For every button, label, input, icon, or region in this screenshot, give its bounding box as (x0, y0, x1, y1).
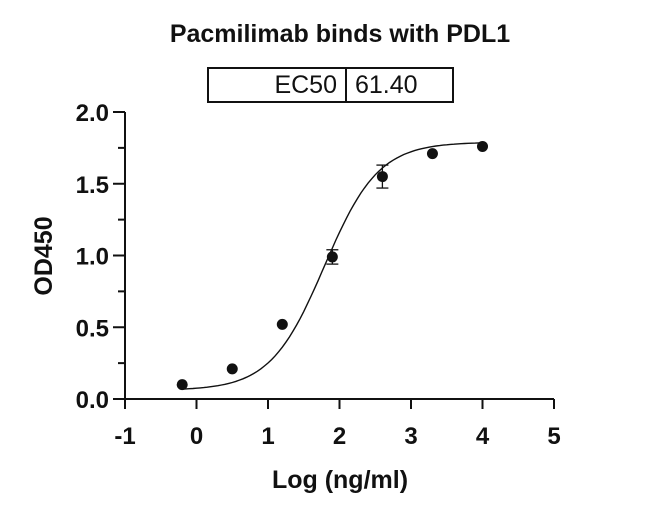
x-tick-label: -1 (114, 423, 135, 450)
ec50-label: EC50 (209, 69, 347, 101)
y-tick-label: 2.0 (76, 100, 109, 127)
fit-curve (182, 142, 483, 390)
data-point (477, 140, 488, 152)
data-point (376, 171, 388, 183)
data-points (176, 140, 488, 391)
data-point (326, 251, 338, 263)
data-point (276, 318, 288, 330)
x-tick-label: 0 (190, 423, 203, 450)
chart-title: Pacmilimab binds with PDL1 (169, 20, 511, 48)
x-tick-label: 2 (333, 423, 346, 450)
axes: 0.0 0.5 1.0 1.5 2.0 -1 0 1 2 3 4 5 (76, 100, 561, 450)
ec50-table: EC50 61.40 (207, 67, 454, 103)
data-point (176, 379, 188, 391)
x-tick-label: 3 (404, 423, 417, 450)
data-point (426, 148, 438, 160)
y-tick-label: 0.5 (76, 315, 109, 342)
data-point (226, 363, 238, 375)
x-tick-label: 5 (547, 423, 560, 450)
y-axis-title: OD450 (30, 216, 58, 295)
y-tick-label: 1.0 (76, 244, 109, 271)
ec50-value: 61.40 (355, 71, 418, 99)
x-tick-label: 1 (261, 423, 274, 450)
x-tick-label: 4 (476, 423, 490, 450)
y-tick-label: 1.5 (76, 172, 109, 199)
y-tick-label: 0.0 (76, 387, 109, 414)
x-axis-title: Log (ng/ml) (272, 466, 408, 494)
